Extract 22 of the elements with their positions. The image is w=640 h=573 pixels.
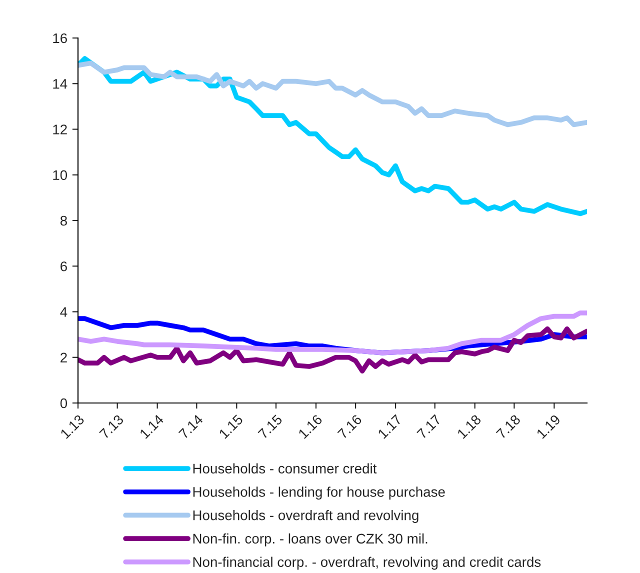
x-tick-label: 7.13 [98,414,124,440]
y-tick-label: 12 [53,124,67,134]
y-tick-label: 8 [60,216,67,226]
x-tick-label: 7.15 [258,414,283,440]
x-tick-label: 7.16 [337,414,362,440]
y-tick-label: 16 [53,33,67,44]
legend-label: Non-fin. corp. - loans over CZK 30 mil. [193,533,428,546]
y-tick-label: 2 [60,352,67,362]
y-tick-label: 4 [60,307,68,317]
y-tick-label: 14 [53,79,68,89]
legend-label: Non-financial corp. - overdraft, revolving and credit cards [193,556,541,570]
line-series [78,60,587,128]
line-series [78,326,587,374]
x-tick-label: 1.19 [536,414,561,439]
y-tick-label: 10 [53,170,68,180]
legend-label: Households - lending for house purchase [193,486,445,500]
x-tick-label: 7.14 [178,414,204,440]
x-tick-label: 7.18 [496,414,521,440]
legend-label: Households - overdraft and revolving [193,510,418,523]
legend-label: Households - consumer credit [193,463,377,474]
y-tick-label: 6 [60,261,67,272]
y-tick-label: 0 [60,398,68,408]
